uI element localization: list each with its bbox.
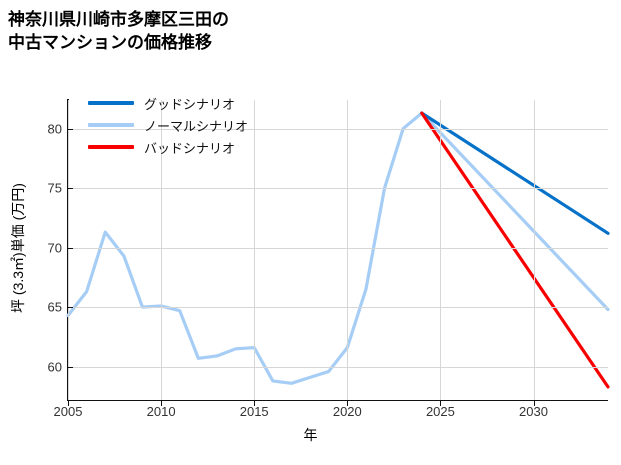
gridline-horizontal (68, 366, 608, 368)
gridline-vertical (533, 100, 535, 400)
y-tick-mark (68, 128, 73, 130)
y-tick-labels: 60 65 70 75 80 (28, 100, 62, 400)
x-tick-mark (347, 401, 349, 406)
y-tick-label: 70 (47, 240, 62, 256)
y-tick-mark (68, 188, 73, 190)
x-tick-label: 2015 (239, 404, 269, 419)
x-tick-label: 2010 (146, 404, 176, 419)
x-tick-label: 2020 (332, 404, 362, 419)
y-tick-mark (68, 307, 73, 309)
line-history (66, 111, 424, 385)
y-tick-mark (68, 366, 73, 368)
y-tick-label: 60 (47, 359, 62, 375)
legend-item[interactable]: グッドシナリオ (88, 92, 298, 114)
y-tick-label: 65 (47, 299, 62, 315)
gridline-vertical (254, 100, 256, 400)
legend-swatch (88, 101, 134, 105)
y-tick-label: 75 (47, 180, 62, 196)
legend-label: グッドシナリオ (144, 96, 236, 112)
legend-item[interactable]: バッドシナリオ (88, 136, 298, 158)
page-title: 神奈川県川崎市多摩区三田の 中古マンションの価格推移 (8, 10, 229, 53)
x-tick-label: 2025 (425, 404, 455, 419)
legend-label: ノーマルシナリオ (144, 118, 249, 134)
legend-label: バッドシナリオ (144, 140, 236, 156)
gridline-vertical (440, 100, 442, 400)
x-tick-label: 2030 (519, 404, 548, 419)
x-axis-line (67, 399, 608, 401)
gridline-horizontal (68, 307, 608, 309)
x-tick-label: 2005 (53, 404, 83, 419)
y-tick-label: 80 (47, 121, 62, 137)
y-axis-title: 坪 (3.3㎡)単価 (万円) (10, 183, 26, 313)
legend-item[interactable]: ノーマルシナリオ (88, 114, 298, 136)
x-tick-mark (68, 401, 69, 406)
line-normal-scenario (420, 111, 610, 312)
legend-swatch (88, 123, 134, 127)
y-tick-mark (68, 247, 73, 249)
x-tick-mark (254, 401, 256, 406)
gridline-horizontal (68, 188, 608, 190)
plot-area (66, 100, 610, 400)
x-tick-mark (161, 401, 163, 406)
gridline-vertical (68, 100, 69, 400)
series-lines (66, 111, 610, 389)
x-axis-title: 年 (303, 427, 318, 443)
x-tick-mark (533, 401, 535, 406)
gridline-horizontal (68, 128, 608, 130)
legend: グッドシナリオ ノーマルシナリオ バッドシナリオ (88, 92, 298, 158)
gridline-vertical (347, 100, 349, 400)
x-tick-mark (440, 401, 442, 406)
line-bad-scenario (420, 111, 610, 389)
gridline-vertical (161, 100, 163, 400)
legend-swatch (88, 145, 134, 149)
gridline-horizontal (68, 247, 608, 249)
line-good-scenario (420, 111, 610, 235)
